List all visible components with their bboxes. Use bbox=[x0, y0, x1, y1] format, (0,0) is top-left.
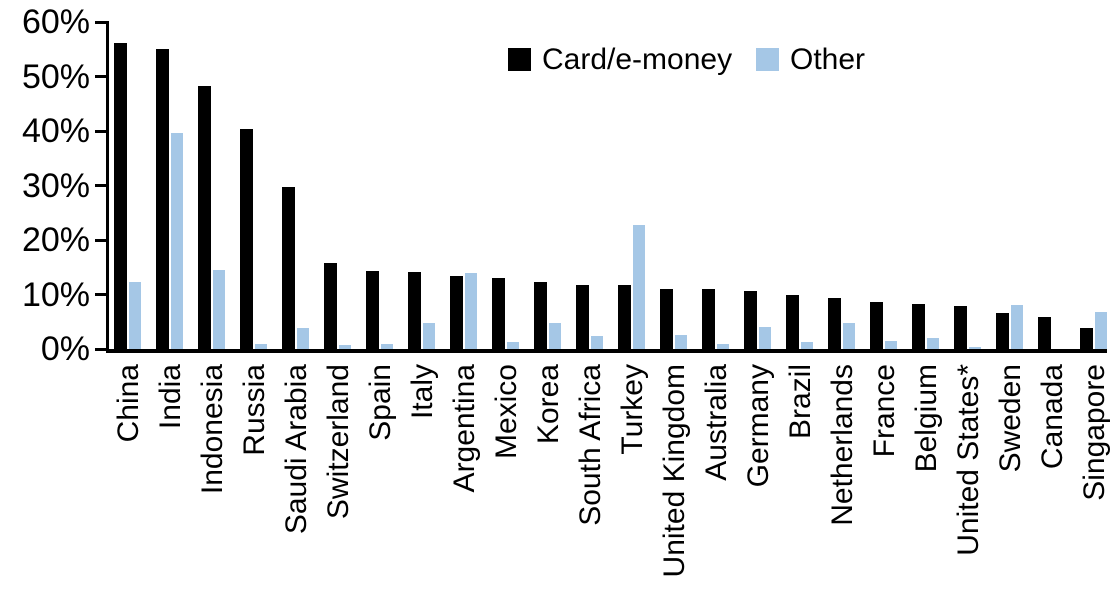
bar-card-netherlands bbox=[828, 298, 841, 349]
legend-swatch-card bbox=[508, 48, 531, 71]
y-axis-tick bbox=[95, 347, 108, 351]
bar-card-spain bbox=[366, 271, 379, 349]
bar-card-korea bbox=[534, 282, 547, 349]
y-axis-label: 30% bbox=[21, 166, 90, 205]
bar-other-australia bbox=[717, 344, 729, 349]
x-axis-label-canada: Canada bbox=[1036, 364, 1069, 470]
bar-card-south-africa bbox=[576, 285, 589, 349]
y-axis-label: 40% bbox=[21, 112, 90, 150]
bar-other-mexico bbox=[507, 342, 519, 349]
x-axis-label-argentina: Argentina bbox=[448, 364, 481, 493]
x-axis-label-germany: Germany bbox=[742, 364, 775, 488]
y-axis-line bbox=[106, 21, 109, 353]
bar-card-united-kingdom bbox=[660, 289, 673, 349]
bar-card-sweden bbox=[996, 313, 1009, 349]
bar-other-russia bbox=[255, 344, 267, 349]
bar-card-australia bbox=[702, 289, 715, 349]
bar-other-belgium bbox=[927, 338, 939, 349]
bar-other-germany bbox=[759, 327, 771, 349]
bar-card-russia bbox=[240, 129, 253, 349]
x-axis-label-france: France bbox=[868, 364, 901, 458]
y-axis-tick bbox=[95, 238, 108, 242]
bar-other-united-kingdom bbox=[675, 335, 687, 349]
bar-card-indonesia bbox=[198, 86, 211, 349]
x-axis-label-russia: Russia bbox=[238, 364, 271, 456]
bar-other-italy bbox=[423, 323, 435, 349]
bar-other-brazil bbox=[801, 342, 813, 349]
x-axis-label-china: China bbox=[112, 364, 145, 443]
bar-card-france bbox=[870, 302, 883, 349]
bar-card-saudi-arabia bbox=[282, 187, 295, 349]
y-axis-label: 20% bbox=[21, 221, 90, 259]
bar-card-brazil bbox=[786, 295, 799, 349]
bar-card-switzerland bbox=[324, 263, 337, 349]
x-axis-label-united-kingdom: United Kingdom bbox=[658, 364, 691, 578]
x-axis-label-korea: Korea bbox=[532, 364, 565, 445]
bar-other-netherlands bbox=[843, 323, 855, 349]
x-axis-label-united-states-: United States* bbox=[952, 364, 985, 556]
x-axis-label-sweden: Sweden bbox=[994, 364, 1027, 473]
bar-other-argentina bbox=[465, 273, 477, 349]
x-axis-label-switzerland: Switzerland bbox=[322, 364, 355, 520]
legend-swatch-other bbox=[756, 48, 779, 71]
bar-card-china bbox=[114, 43, 127, 349]
x-axis-label-australia: Australia bbox=[700, 364, 733, 481]
x-axis-label-indonesia: Indonesia bbox=[196, 364, 229, 495]
bar-card-turkey bbox=[618, 285, 631, 349]
bar-card-united-states- bbox=[954, 306, 967, 349]
bar-other-sweden bbox=[1011, 305, 1023, 349]
y-axis-label: 10% bbox=[21, 275, 90, 314]
bar-card-canada bbox=[1038, 317, 1051, 349]
bar-card-mexico bbox=[492, 278, 505, 349]
x-axis-label-india: India bbox=[154, 364, 187, 430]
bar-other-united-states- bbox=[969, 347, 981, 349]
y-axis-label: 0% bbox=[40, 330, 90, 368]
bar-card-argentina bbox=[450, 276, 463, 349]
y-axis-tick bbox=[95, 184, 108, 187]
y-axis-tick bbox=[95, 129, 108, 133]
bar-other-spain bbox=[381, 344, 393, 349]
bar-other-korea bbox=[549, 323, 561, 349]
bar-other-turkey bbox=[633, 225, 645, 349]
y-axis-tick bbox=[95, 20, 108, 24]
bar-other-china bbox=[129, 282, 141, 349]
bar-other-singapore bbox=[1095, 312, 1107, 349]
bar-other-saudi-arabia bbox=[297, 328, 309, 349]
legend-label-card: Card/e-money bbox=[542, 43, 733, 76]
y-axis-tick bbox=[95, 293, 108, 296]
bar-card-india bbox=[156, 49, 169, 349]
x-axis-label-brazil: Brazil bbox=[784, 364, 817, 440]
legend-label-other: Other bbox=[790, 43, 866, 76]
bar-other-india bbox=[171, 133, 183, 349]
bar-other-south-africa bbox=[591, 336, 603, 349]
x-axis-label-saudi-arabia: Saudi Arabia bbox=[280, 364, 313, 535]
x-axis-label-singapore: Singapore bbox=[1078, 364, 1111, 501]
x-axis-label-turkey: Turkey bbox=[616, 364, 649, 455]
bar-other-france bbox=[885, 341, 897, 349]
x-axis-label-mexico: Mexico bbox=[490, 364, 523, 460]
x-axis-line bbox=[106, 349, 1107, 353]
bar-other-indonesia bbox=[213, 270, 225, 349]
y-axis-tick bbox=[95, 75, 108, 78]
bar-card-italy bbox=[408, 272, 421, 349]
bar-card-germany bbox=[744, 291, 757, 349]
y-axis-label: 60% bbox=[21, 3, 90, 41]
bar-card-singapore bbox=[1080, 328, 1093, 349]
x-axis-label-netherlands: Netherlands bbox=[826, 364, 859, 526]
bar-other-switzerland bbox=[339, 345, 351, 349]
bar-card-belgium bbox=[912, 304, 925, 349]
x-axis-label-spain: Spain bbox=[364, 364, 397, 441]
x-axis-label-belgium: Belgium bbox=[910, 364, 943, 473]
x-axis-label-italy: Italy bbox=[406, 364, 439, 420]
x-axis-label-south-africa: South Africa bbox=[574, 364, 607, 526]
y-axis-label: 50% bbox=[21, 57, 90, 96]
